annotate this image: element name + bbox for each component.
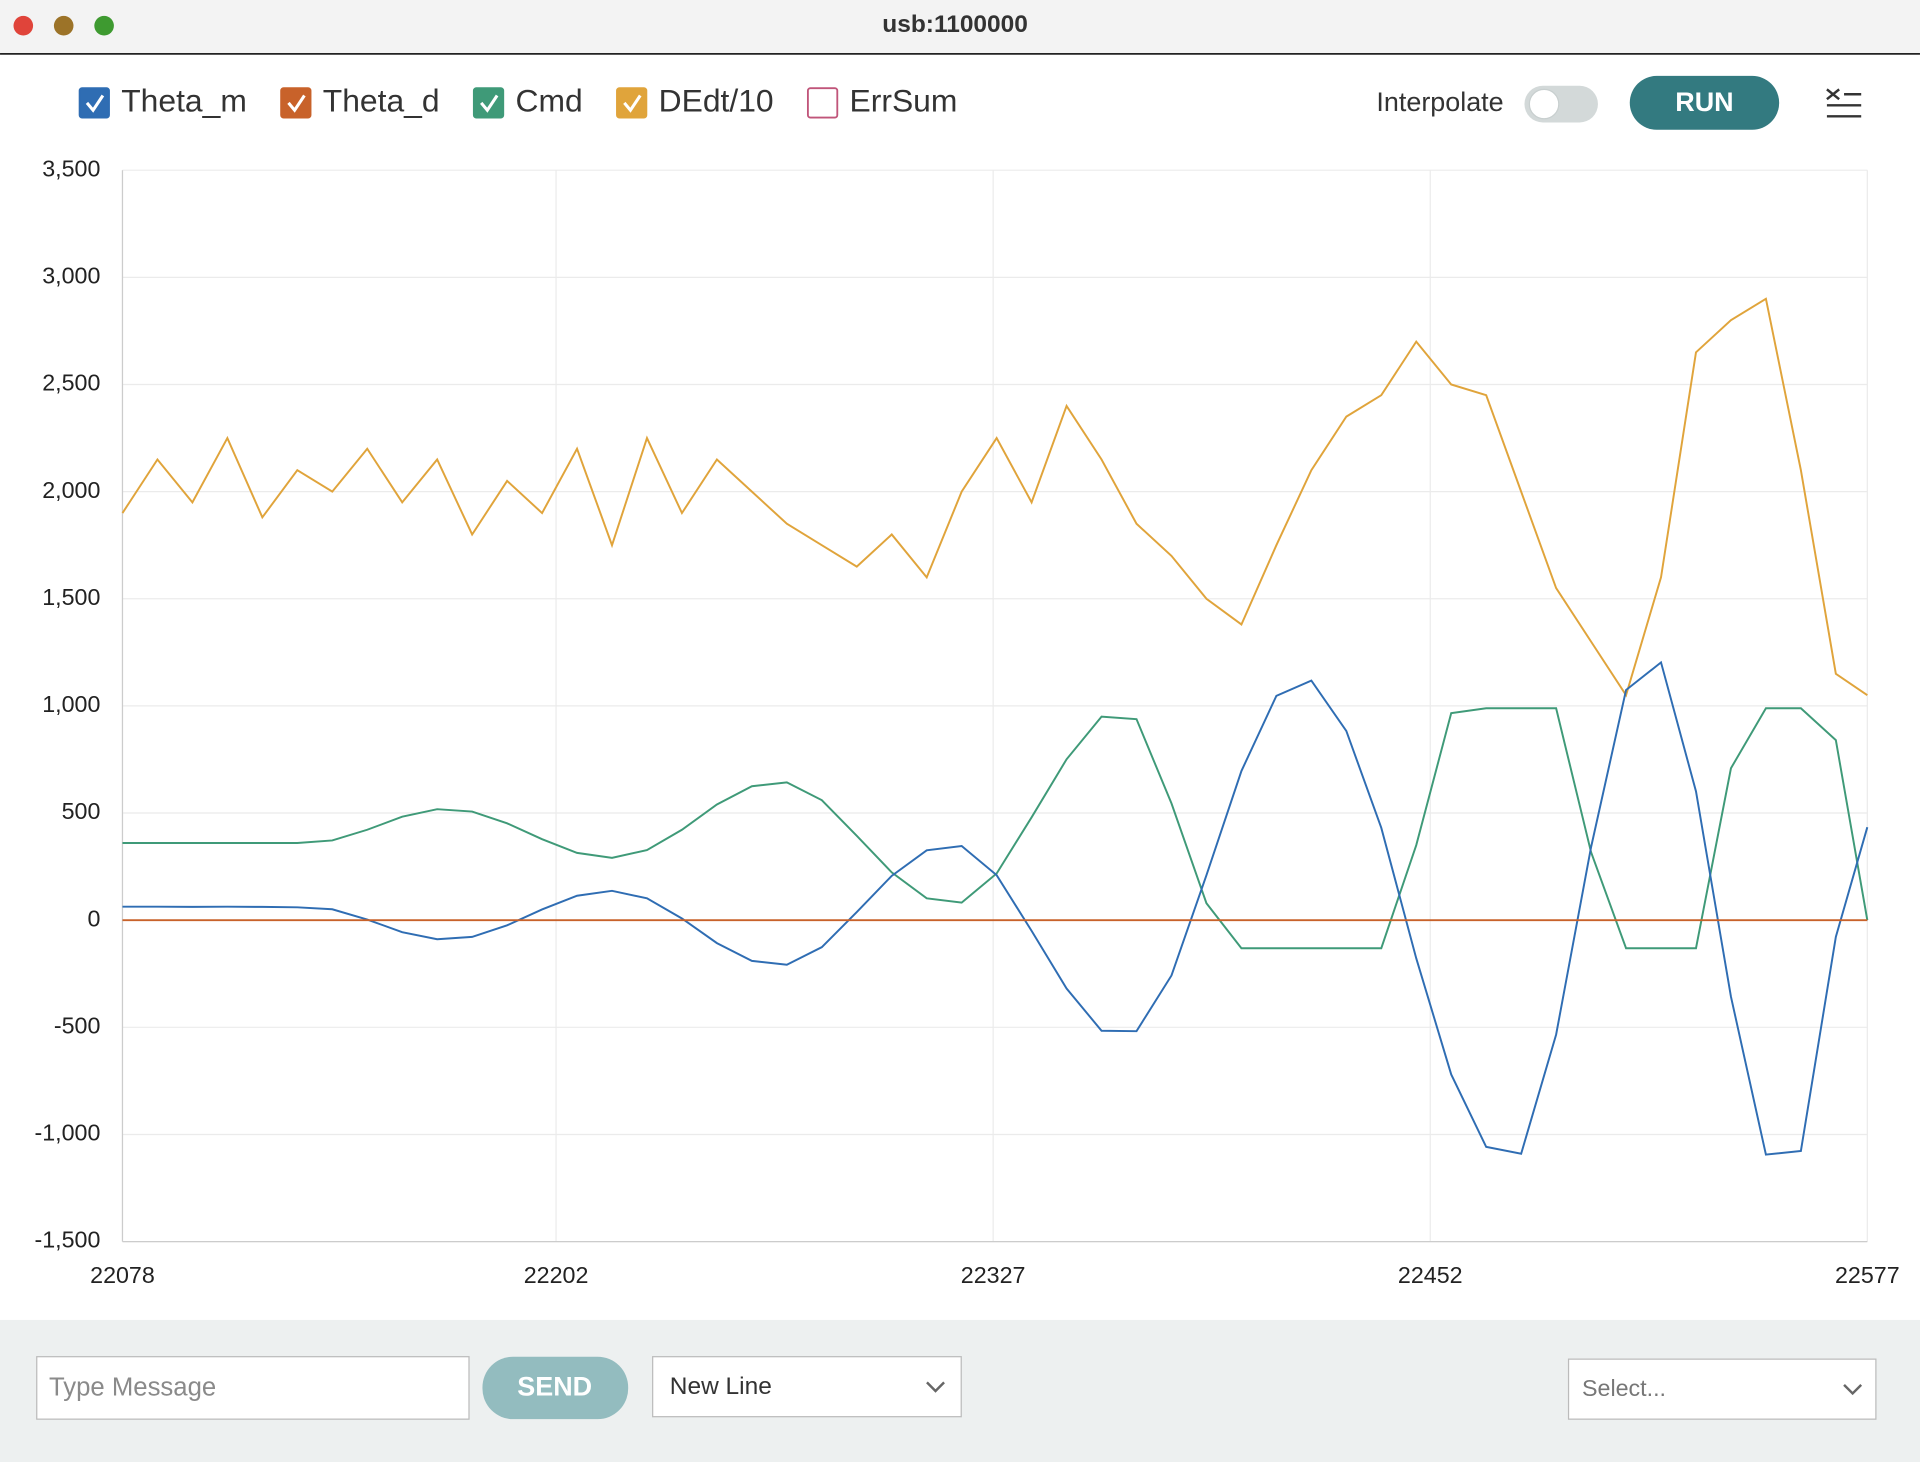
y-tick-label: -1,500 — [34, 1227, 100, 1253]
y-tick-label: 1,000 — [42, 691, 100, 717]
send-button[interactable] — [482, 1356, 629, 1420]
y-tick-label: 500 — [62, 798, 101, 824]
interpolate-label: Interpolate — [1376, 87, 1503, 117]
legend-checkbox — [280, 87, 312, 119]
legend-checkbox — [616, 87, 648, 119]
checkmark — [85, 94, 105, 113]
y-tick-label: 1,500 — [42, 584, 100, 610]
line-ending-select[interactable] — [652, 1356, 962, 1418]
dropdown-arrow — [1843, 1383, 1863, 1396]
send-label: SEND — [517, 1372, 592, 1402]
x-tick-label: 22202 — [524, 1262, 589, 1288]
x-tick-label: 22327 — [961, 1262, 1026, 1288]
port-select-label: Select... — [1582, 1375, 1666, 1401]
zoom-button[interactable] — [94, 15, 114, 36]
run-label: RUN — [1675, 87, 1733, 117]
legend-checkbox — [806, 87, 839, 119]
y-tick-label: 3,500 — [42, 155, 100, 181]
x-tick-label: 22452 — [1398, 1262, 1463, 1288]
legend-item[interactable]: DEdt/10 — [616, 82, 774, 119]
legend-item[interactable]: Theta_d — [280, 82, 440, 119]
legend-label: Cmd — [515, 82, 582, 118]
run-button[interactable] — [1629, 75, 1780, 130]
legend-checkbox — [472, 87, 505, 119]
dropdown-arrow — [926, 1381, 945, 1393]
checkmark — [480, 94, 499, 113]
data-line — [122, 707, 1869, 950]
y-tick-label: 0 — [87, 905, 100, 931]
legend-label: Theta_d — [323, 82, 440, 118]
checkmark — [623, 94, 642, 113]
title-bar — [0, 0, 1920, 54]
data-line — [121, 297, 1868, 698]
x-tick-label: 22078 — [90, 1262, 155, 1288]
legend-item[interactable]: ErrSum — [806, 82, 958, 119]
y-tick-label: 2,000 — [42, 477, 100, 503]
legend-label: ErrSum — [850, 82, 958, 118]
y-tick-label: -1,000 — [34, 1120, 100, 1146]
close-button[interactable] — [13, 15, 34, 36]
y-tick-label: -500 — [54, 1012, 101, 1038]
window-title: usb:1100000 — [882, 11, 1028, 38]
y-tick-label: 2,500 — [42, 370, 100, 396]
x-tick-label: 22577 — [1835, 1262, 1900, 1288]
data-line — [122, 660, 1869, 1156]
legend-item[interactable]: Theta_m — [78, 82, 247, 119]
y-tick-label: 3,000 — [42, 262, 100, 288]
line-ending-label: New Line — [670, 1373, 772, 1400]
checkmark — [287, 94, 306, 113]
message-input[interactable] — [36, 1356, 470, 1420]
toggle-knob — [1528, 88, 1560, 120]
clear-icon[interactable] — [1826, 88, 1862, 118]
port-select[interactable] — [1567, 1358, 1877, 1420]
legend-label: DEdt/10 — [659, 82, 774, 118]
message-placeholder: Type Message — [49, 1373, 216, 1401]
legend-item[interactable]: Cmd — [472, 82, 583, 119]
minimize-button[interactable] — [53, 15, 74, 36]
legend-checkbox — [78, 87, 110, 119]
legend-label: Theta_m — [121, 82, 247, 118]
